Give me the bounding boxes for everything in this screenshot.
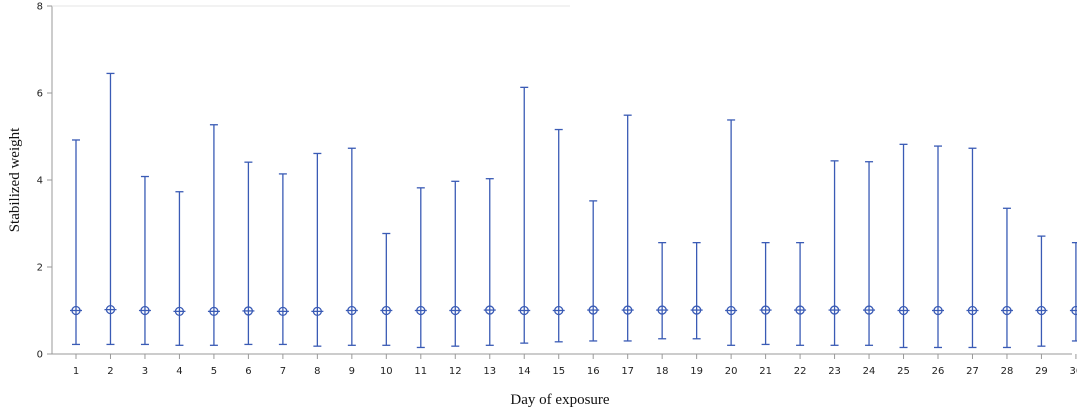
x-tick-label: 17 bbox=[621, 366, 634, 377]
mean-marker bbox=[485, 305, 495, 315]
mean-marker bbox=[416, 305, 426, 316]
x-tick-label: 11 bbox=[414, 366, 427, 377]
mean-marker bbox=[795, 305, 805, 315]
mean-marker bbox=[450, 305, 460, 316]
x-tick-label: 6 bbox=[245, 366, 251, 377]
mean-marker bbox=[278, 306, 288, 317]
y-tick-label: 8 bbox=[37, 2, 43, 13]
mean-marker bbox=[140, 305, 150, 316]
x-tick-label: 10 bbox=[380, 366, 393, 377]
x-tick-label: 18 bbox=[656, 366, 669, 377]
mean-marker bbox=[519, 305, 529, 316]
mean-marker bbox=[347, 305, 357, 316]
mean-marker bbox=[1002, 305, 1012, 316]
mean-marker bbox=[864, 305, 874, 315]
x-tick-label: 7 bbox=[280, 366, 286, 377]
mean-marker bbox=[933, 305, 943, 316]
x-tick-label: 15 bbox=[552, 366, 565, 377]
x-tick-label: 29 bbox=[1035, 366, 1048, 377]
mean-marker bbox=[1071, 305, 1077, 316]
mean-marker bbox=[623, 305, 633, 315]
y-axis-title: Stabilized weight bbox=[7, 127, 23, 232]
x-tick-label: 4 bbox=[176, 366, 182, 377]
y-tick-label: 2 bbox=[37, 263, 43, 274]
x-tick-label: 9 bbox=[349, 366, 355, 377]
x-tick-label: 21 bbox=[759, 366, 772, 377]
mean-marker bbox=[726, 305, 736, 316]
x-tick-label: 24 bbox=[863, 366, 876, 377]
x-tick-label: 23 bbox=[828, 366, 841, 377]
x-axis-title: Day of exposure bbox=[510, 392, 609, 408]
y-tick-label: 6 bbox=[37, 89, 43, 100]
mean-marker bbox=[967, 305, 978, 316]
mean-marker bbox=[71, 305, 81, 316]
mean-marker bbox=[691, 305, 702, 315]
x-tick-label: 20 bbox=[725, 366, 738, 377]
mean-marker bbox=[174, 306, 185, 317]
x-tick-label: 30 bbox=[1070, 366, 1077, 377]
mean-marker bbox=[381, 305, 391, 316]
x-tick-label: 8 bbox=[314, 366, 320, 377]
x-tick-label: 5 bbox=[211, 366, 217, 377]
y-ticks: 0 2 4 6 8 bbox=[37, 2, 52, 361]
x-tick-label: 22 bbox=[794, 366, 807, 377]
x-tick-label: 3 bbox=[142, 366, 148, 377]
mean-marker bbox=[829, 305, 840, 315]
mean-marker bbox=[657, 305, 667, 315]
y-tick-label: 0 bbox=[37, 350, 43, 361]
x-tick-label: 13 bbox=[483, 366, 496, 377]
x-tick-label: 2 bbox=[107, 366, 113, 377]
x-tick-label: 1 bbox=[73, 366, 79, 377]
mean-marker bbox=[588, 305, 598, 315]
error-bars bbox=[70, 72, 1077, 349]
mean-marker bbox=[209, 306, 219, 317]
x-tick-label: 28 bbox=[1001, 366, 1014, 377]
mean-marker bbox=[1036, 305, 1047, 316]
mean-marker bbox=[760, 305, 771, 315]
mean-marker bbox=[554, 305, 564, 316]
y-tick-label: 4 bbox=[37, 176, 43, 187]
x-tick-label: 12 bbox=[449, 366, 462, 377]
x-tick-label: 19 bbox=[690, 366, 703, 377]
x-tick-label: 25 bbox=[897, 366, 910, 377]
mean-marker bbox=[243, 306, 254, 316]
mean-marker bbox=[312, 306, 323, 317]
x-tick-label: 27 bbox=[966, 366, 979, 377]
x-tick-label: 16 bbox=[587, 366, 600, 377]
x-tick-label: 26 bbox=[932, 366, 945, 377]
mean-marker bbox=[105, 304, 116, 315]
x-ticks: 1 2 3 4 5 6 7 8 9 10 11 12 13 14 15 16 17 18 19 20 21 22 23 24 2… bbox=[73, 354, 1077, 377]
x-tick-label: 14 bbox=[518, 366, 531, 377]
mean-marker bbox=[898, 305, 909, 316]
